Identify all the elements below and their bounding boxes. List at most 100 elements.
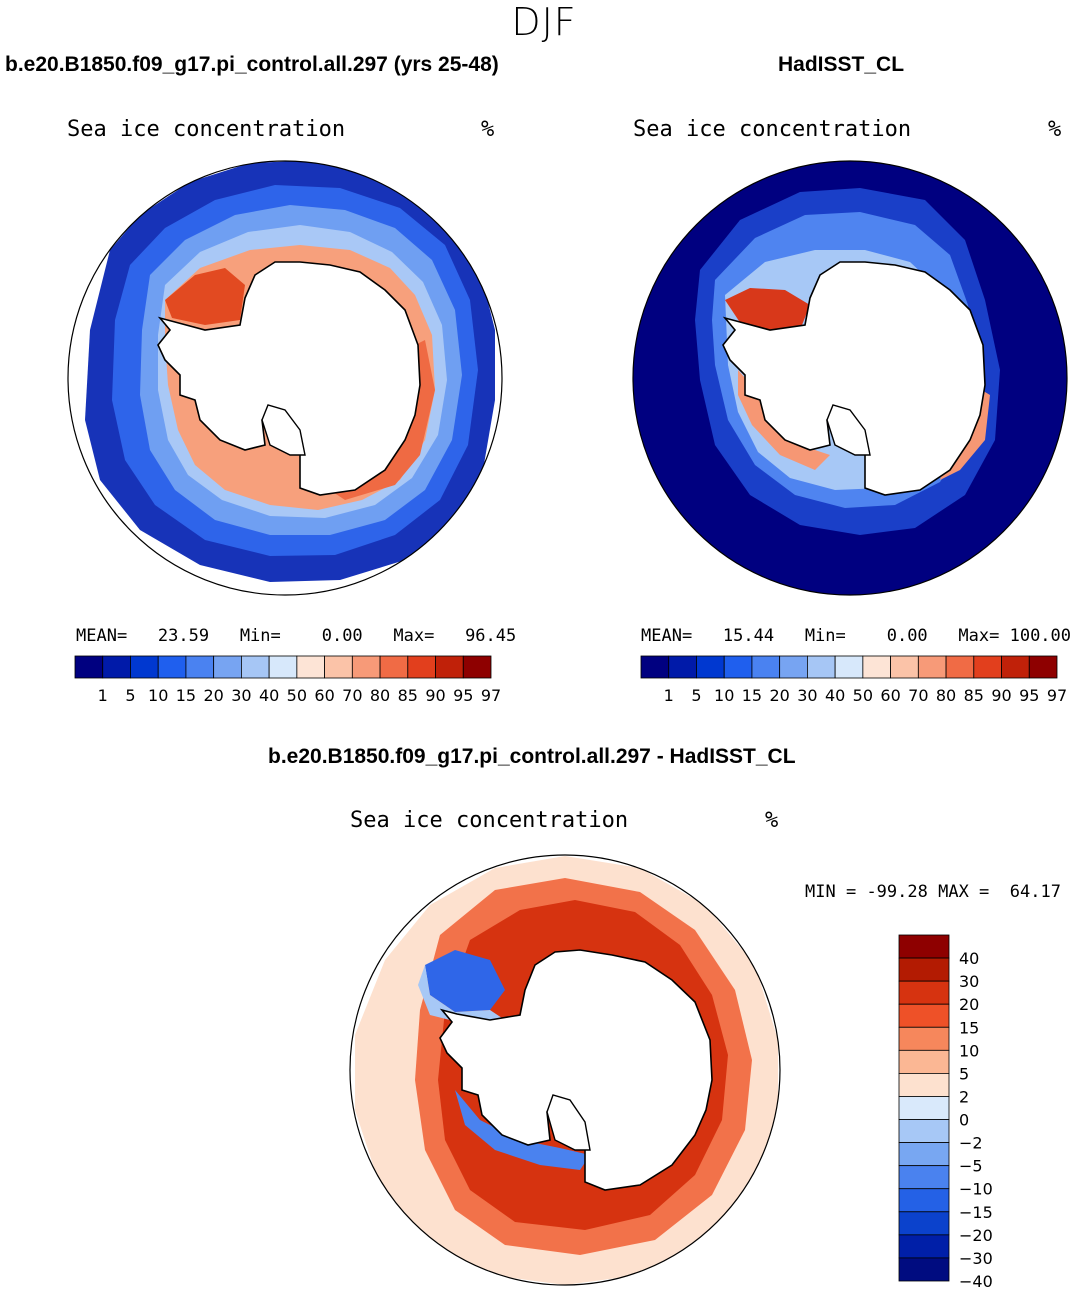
obs-max-value: 100.00 (1009, 626, 1072, 646)
diff-colorbar-tick-label: 30 (959, 972, 979, 991)
diff-stats: MIN = -99.28 MAX = 64.17 (805, 882, 1061, 902)
obs-colorbar-tick-label: 97 (1047, 686, 1067, 705)
model-mean-label: MEAN= (76, 626, 128, 646)
obs-colorbar-cell (862, 655, 891, 679)
model-colorbar-cell (268, 655, 298, 679)
diff-colorbar-cell (898, 934, 950, 959)
model-colorbar-tick-label: 40 (259, 686, 279, 705)
model-colorbar-tick-label: 50 (287, 686, 307, 705)
model-colorbar-tick-label: 60 (314, 686, 334, 705)
model-colorbar-cell (407, 655, 436, 679)
obs-mean-label: MEAN= (641, 626, 693, 646)
diff-colorbar-tick-label: 0 (959, 1111, 969, 1130)
model-colorbar-tick-label: 85 (398, 686, 418, 705)
diff-colorbar-cell (898, 1003, 950, 1028)
model-colorbar-tick-label: 30 (231, 686, 251, 705)
obs-colorbar-cell (779, 655, 808, 679)
diff-plot-title: Sea ice concentration (350, 808, 629, 833)
diff-units: % (765, 808, 779, 833)
diff-colorbar-cell (898, 1049, 950, 1074)
obs-colorbar-cell (640, 655, 670, 679)
obs-colorbar-tick-label: 90 (991, 686, 1011, 705)
model-colorbar-tick-label: 1 (98, 686, 108, 705)
model-mean-value: 23.59 (157, 626, 210, 646)
diff-colorbar-tick-label: −15 (959, 1203, 993, 1222)
obs-colorbar-tick-label: 85 (964, 686, 984, 705)
model-case-title: b.e20.B1850.f09_g17.pi_control.all.297 (… (5, 53, 499, 76)
diff-colorbar-cell (898, 1165, 950, 1190)
diff-colorbar-cell (898, 1188, 950, 1213)
diff-colorbar-tick-label: 20 (959, 995, 979, 1014)
diff-case-title: b.e20.B1850.f09_g17.pi_control.all.297 -… (268, 745, 796, 768)
model-colorbar-tick-label: 70 (342, 686, 362, 705)
model-colorbar-tick-label: 20 (203, 686, 223, 705)
diff-colorbar-cell (898, 1119, 950, 1143)
diff-colorbar-tick-label: 40 (959, 949, 979, 968)
obs-stats: MEAN= 15.44 Min= 0.00 Max= 100.00 (641, 626, 1071, 646)
obs-colorbar-cell (945, 655, 975, 679)
model-min-value: 0.00 (321, 626, 363, 646)
diff-colorbar-cell (898, 1073, 950, 1097)
obs-units: % (1048, 117, 1062, 142)
obs-colorbar-tick-label: 30 (797, 686, 817, 705)
obs-min-label: Min= (804, 626, 846, 646)
model-max-label: Max= (393, 626, 435, 646)
obs-colorbar-tick-label: 50 (853, 686, 873, 705)
diff-colorbar-tick-label: −20 (959, 1226, 993, 1245)
obs-colorbar-tick-label: 60 (880, 686, 900, 705)
diff-map (349, 854, 781, 1286)
model-colorbar-cell (324, 655, 353, 679)
diff-max-value: 64.17 (1009, 882, 1061, 902)
diff-colorbar-cell (898, 1096, 950, 1120)
diff-blue-weddell (425, 950, 505, 1012)
obs-case-title: HadISST_CL (778, 53, 905, 76)
obs-map-border (632, 160, 1068, 596)
obs-colorbar-cell (890, 655, 919, 679)
obs-colorbar-cell (723, 655, 753, 679)
model-min-label: Min= (239, 626, 281, 646)
model-colorbar-cell (379, 655, 409, 679)
model-colorbar-cell (435, 655, 464, 679)
season-title: DJF (511, 0, 577, 44)
obs-colorbar-cell (668, 655, 697, 679)
diff-colorbar-tick-label: 10 (959, 1041, 979, 1060)
diff-lightblue-weddell (418, 965, 505, 1025)
obs-colorbar-tick-label: 15 (742, 686, 762, 705)
diff-colorbar-tick-label: 5 (959, 1064, 969, 1083)
obs-colorbar-cell (917, 655, 947, 679)
diff-colorbar-tick-label: −40 (959, 1272, 993, 1291)
obs-colorbar-cell (696, 655, 725, 679)
model-colorbar-cell (462, 655, 492, 679)
model-plot-title: Sea ice concentration (67, 117, 346, 142)
obs-colorbar-tick-label: 5 (691, 686, 701, 705)
diff-colorbar-cell (898, 1234, 950, 1259)
obs-mean-value: 15.44 (722, 626, 775, 646)
diff-colorbar-cell (898, 1026, 950, 1051)
diff-colorbar-cell (898, 957, 950, 982)
diff-colorbar-tick-label: 15 (959, 1018, 979, 1037)
model-colorbar-cell (351, 655, 381, 679)
obs-plot-title: Sea ice concentration (633, 117, 912, 142)
diff-colorbar-tick-label: −30 (959, 1249, 993, 1268)
obs-colorbar-cell (1001, 655, 1030, 679)
model-colorbar-tick-label: 80 (370, 686, 390, 705)
diff-min-label: MIN = (805, 882, 857, 902)
obs-colorbar-tick-label: 95 (1019, 686, 1039, 705)
diff-ross-shelf (546, 1094, 591, 1151)
model-map (67, 160, 503, 596)
obs-colorbar-tick-label: 1 (664, 686, 674, 705)
model-colorbar-cell (74, 655, 104, 679)
model-colorbar-cell (185, 655, 215, 679)
model-colorbar-tick-label: 5 (125, 686, 135, 705)
obs-max-label: Max= (958, 626, 1000, 646)
diff-colorbar-tick-label: −5 (959, 1157, 983, 1176)
obs-ice-fringe-west (738, 370, 830, 470)
obs-colorbar-cell (807, 655, 836, 679)
diff-colorbar-tick-label: 2 (959, 1087, 969, 1106)
model-colorbar-tick-label: 10 (148, 686, 168, 705)
obs-colorbar-tick-label: 40 (825, 686, 845, 705)
diff-max-label: MAX = (938, 882, 990, 902)
diff-colorbar-cell (898, 1211, 950, 1236)
